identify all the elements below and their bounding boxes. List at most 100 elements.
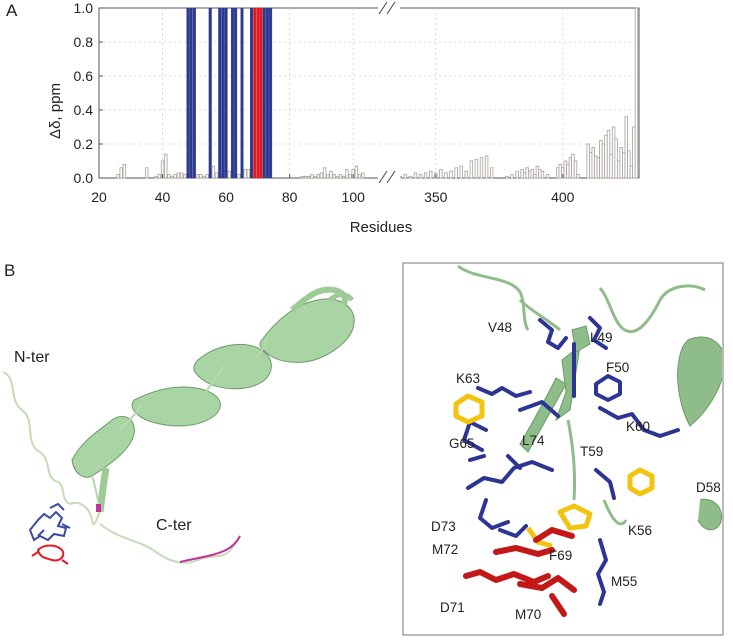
domain-4-helices [259,298,355,363]
bar-residue-84 [300,175,305,179]
bar-residue-340 [408,175,413,179]
bar-residue-73 [265,7,269,179]
label-G65: G65 [449,436,475,451]
bar-residue-358 [454,167,458,179]
bar-residue-364 [469,160,474,179]
label-M55: M55 [611,574,637,589]
label-L74: L74 [522,433,545,448]
bar-residue-380 [510,174,514,179]
bars-layer [116,7,639,179]
bar-residue-28 [122,163,127,179]
bar-residue-368 [479,157,484,179]
n-ter-label: N-ter [14,349,50,366]
bar-residue-426 [627,150,631,179]
bar-residue-92 [326,174,330,179]
bar-residue-57 [214,172,219,179]
bar-residue-88 [313,175,317,179]
bar-residue-342 [413,172,418,179]
bar-residue-360 [459,165,463,179]
connector-loops [91,339,267,513]
bar-residue-56 [211,165,216,179]
x-tick-label: 40 [155,189,171,205]
bar-residue-93 [329,170,333,179]
bar-residue-392 [540,170,545,179]
label-L49: L49 [590,330,613,345]
bar-residue-58 [218,7,222,179]
y-tick-label: 0.2 [74,136,94,152]
bar-residue-66 [243,169,247,179]
bar-residue-354 [444,172,448,179]
bar-residue-99 [348,174,352,179]
bar-residue-63 [234,7,238,179]
bar-residue-370 [484,155,489,179]
zoom-strand-2 [519,377,567,453]
label-F50: F50 [606,360,629,375]
panel-b-letter: B [4,261,15,280]
bar-residue-43 [170,175,174,179]
bar-residue-94 [332,174,336,179]
motif-red [36,544,65,562]
bar-residue-366 [474,158,479,179]
bar-chart: 0.0 0.2 0.4 0.6 0.8 1.0 20 40 60 80 100 350 400 Δδ,… [47,0,640,236]
bar-residue-64 [237,174,241,179]
gridlines [99,8,639,178]
zoom-connector [518,298,628,526]
bar-residue-51 [195,174,200,179]
bar-residue-71 [259,7,263,179]
bar-residue-98 [345,169,349,179]
bar-residue-89 [316,174,320,179]
domain-1-sheet [71,415,135,478]
label-K60: K60 [626,419,650,434]
x-tick-label: 400 [551,189,575,205]
bar-residue-103 [361,172,365,179]
bar-residue-378 [505,175,509,179]
label-D58: D58 [696,480,721,495]
x-tick-label: 350 [424,189,448,205]
full-protein-structure: N-ter C-ter [2,286,355,565]
bar-residue-52 [198,174,203,179]
bar-residue-49 [189,7,193,179]
domain-2-sheet [131,386,221,427]
label-D73: D73 [431,519,456,534]
zoom-frame [402,262,724,636]
bar-residue-85 [303,175,308,179]
bar-residue-425 [624,116,628,179]
bar-residue-91 [322,167,327,179]
n-terminal-tail [2,371,71,505]
panel-a-letter: A [6,1,18,20]
bar-residue-65 [240,7,244,179]
y-tick-label: 0.6 [74,68,94,84]
bar-residue-38 [154,175,158,179]
zoom-helix-right [677,336,722,427]
bar-residue-60 [224,7,228,179]
bar-residue-46 [179,172,184,179]
bar-residue-388 [530,169,535,179]
bar-residue-421 [614,138,618,179]
bar-residue-62 [230,7,234,179]
bar-residue-372 [489,167,494,179]
bar-residue-61 [227,170,231,179]
bar-residue-45 [176,172,181,179]
y-tick-label: 0.0 [74,170,94,186]
bar-residue-382 [515,170,519,179]
bar-residue-87 [310,174,314,179]
axis-break-top [378,1,400,15]
bar-residue-55 [208,7,212,179]
bar-residue-70 [256,7,260,179]
c-terminal-magenta [179,535,241,563]
label-F69: F69 [549,548,572,563]
bar-residue-72 [262,7,266,179]
zoom-helix-bottom-right [697,498,722,531]
magenta-marker [96,504,101,512]
x-axis-title: Residues [350,219,413,236]
bar-residue-101 [354,165,359,179]
plot-frame [98,7,640,179]
bar-residue-86 [307,175,311,179]
label-T59: T59 [580,444,603,459]
y-tick-label: 1.0 [74,0,94,16]
bar-residue-96 [338,174,343,179]
x-tick-label: 100 [342,189,366,205]
zoom-loop-top [457,264,706,334]
linker-loop [69,502,101,526]
bar-residue-356 [449,170,453,179]
